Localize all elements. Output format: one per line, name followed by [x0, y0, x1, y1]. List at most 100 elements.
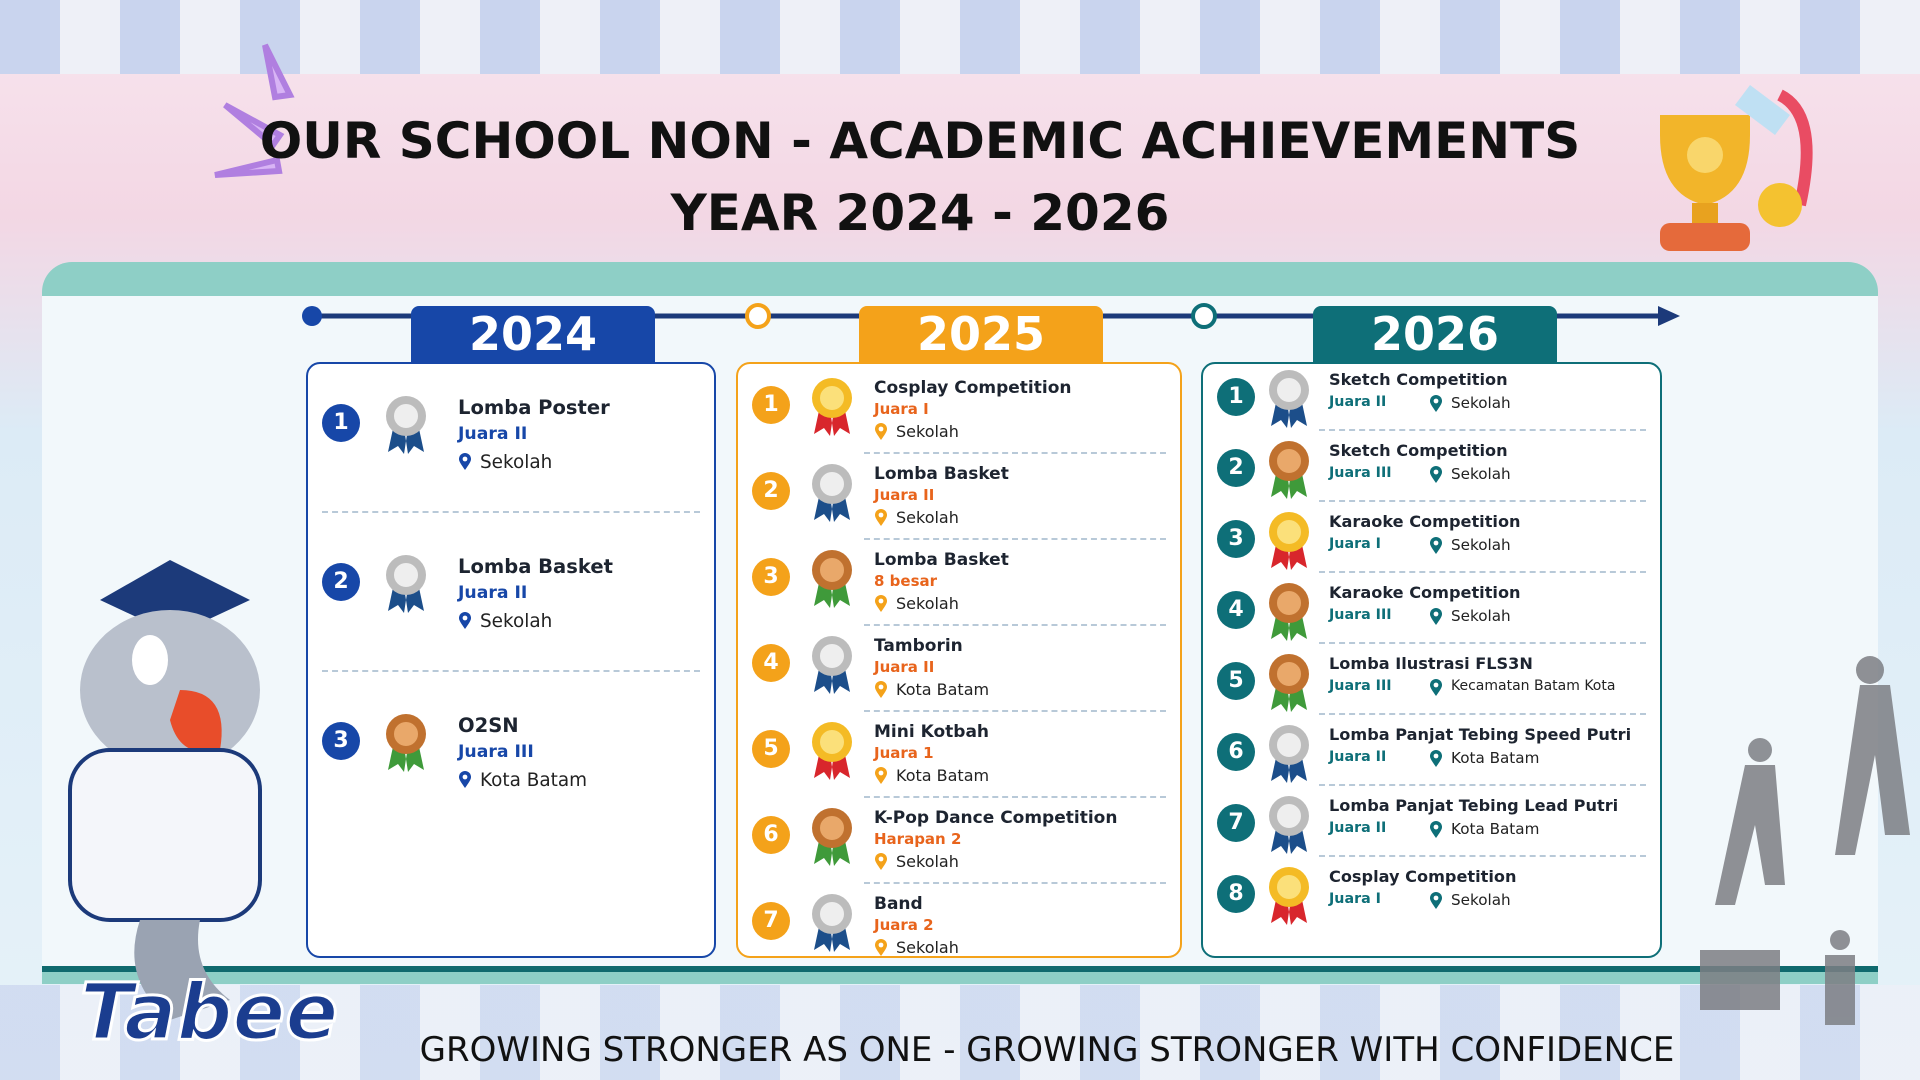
separator [1319, 642, 1646, 644]
rank-badge: 3 [322, 722, 360, 760]
medal-wrap [810, 376, 854, 442]
event-name: K-Pop Dance Competition [874, 808, 1118, 828]
pin-icon [875, 681, 887, 698]
location: Sekolah [874, 508, 959, 527]
separator [1319, 571, 1646, 573]
medal-wrap [384, 394, 428, 460]
location-text: Kecamatan Batam Kota [1451, 678, 1616, 694]
rank-badge: 2 [322, 563, 360, 601]
location: Kecamatan Batam Kota [1429, 678, 1616, 696]
location-text: Sekolah [896, 938, 959, 957]
pin-icon [459, 612, 471, 629]
separator [1319, 500, 1646, 502]
medal [812, 464, 852, 522]
rank-badge: 1 [1217, 378, 1255, 416]
location: Kota Batam [874, 766, 989, 785]
medal-wrap [810, 892, 854, 958]
medal-wrap [810, 548, 854, 614]
top-stripes [0, 0, 1920, 74]
location-text: Sekolah [896, 594, 959, 613]
location: Sekolah [1429, 394, 1511, 412]
achievement-item: 1 Cosplay Competition Juara I Sekolah [738, 378, 1180, 470]
event-name: Mini Kotbah [874, 722, 990, 742]
event-name: Band [874, 894, 923, 914]
pin-icon [875, 423, 887, 440]
separator [864, 710, 1166, 712]
location-text: Sekolah [1451, 536, 1511, 554]
award: Harapan 2 [874, 830, 962, 848]
event-name: Lomba Basket [458, 555, 613, 578]
award: Juara I [1329, 891, 1381, 907]
achievement-item: 3 O2SN Juara III Kota Batam [308, 714, 714, 879]
event-name: Lomba Basket [874, 464, 1009, 484]
rank-badge: 3 [752, 558, 790, 596]
trophy-decoration [1660, 85, 1813, 251]
mascot [68, 560, 262, 1020]
location-text: Sekolah [1451, 607, 1511, 625]
rank-badge: 4 [1217, 591, 1255, 629]
medal-wrap [1267, 581, 1311, 647]
achievement-item: 2 Lomba Basket Juara II Sekolah [308, 555, 714, 720]
medal-wrap [1267, 652, 1311, 718]
medal [386, 555, 426, 613]
location: Sekolah [458, 452, 552, 473]
award: Juara II [1329, 394, 1387, 410]
rank-badge: 4 [752, 644, 790, 682]
award: Juara II [874, 486, 935, 504]
medal-wrap [810, 462, 854, 528]
achievement-item: 3 Lomba Basket 8 besar Sekolah [738, 550, 1180, 642]
medal-wrap [1267, 439, 1311, 505]
pin-icon [1430, 679, 1442, 696]
award: Juara III [458, 742, 534, 762]
medal [1269, 441, 1309, 499]
award: Juara II [1329, 820, 1387, 836]
silhouettes [1700, 656, 1910, 1025]
event-name: Sketch Competition [1329, 441, 1508, 460]
rank-badge: 6 [1217, 733, 1255, 771]
location: Sekolah [458, 611, 552, 632]
medal [1269, 370, 1309, 428]
location: Sekolah [874, 594, 959, 613]
medal-wrap [1267, 865, 1311, 931]
award: Juara II [1329, 749, 1387, 765]
pin-icon [875, 509, 887, 526]
medal [1269, 725, 1309, 783]
rank-badge: 1 [322, 404, 360, 442]
location-text: Kota Batam [1451, 820, 1540, 838]
achievement-item: 7 Band Juara 2 Sekolah [738, 894, 1180, 986]
pin-icon [875, 939, 887, 956]
separator [864, 538, 1166, 540]
award: Juara 1 [874, 744, 934, 762]
pin-icon [875, 853, 887, 870]
location-text: Sekolah [896, 508, 959, 527]
location-text: Sekolah [1451, 891, 1511, 909]
location: Sekolah [874, 852, 959, 871]
pin-icon [1430, 537, 1442, 554]
title: OUR SCHOOL NON - ACADEMIC ACHIEVEMENTS [259, 112, 1581, 170]
medal [1269, 867, 1309, 925]
award: Juara II [458, 424, 528, 444]
location-text: Sekolah [896, 852, 959, 871]
separator [864, 796, 1166, 798]
award: Juara III [1329, 607, 1392, 623]
rank-badge: 2 [1217, 449, 1255, 487]
year-tab: 2026 [1313, 306, 1557, 374]
separator [1319, 429, 1646, 431]
pin-icon [1430, 821, 1442, 838]
achievement-item: 2 Sketch Competition Juara III Sekolah [1203, 441, 1660, 518]
medal [812, 722, 852, 780]
medal-wrap [810, 806, 854, 872]
achievement-item: 1 Sketch Competition Juara II Sekolah [1203, 370, 1660, 447]
achievement-item: 6 Lomba Panjat Tebing Speed Putri Juara II… [1203, 725, 1660, 802]
location-text: Kota Batam [896, 766, 990, 785]
event-name: Karaoke Competition [1329, 583, 1521, 602]
location-text: Sekolah [480, 611, 553, 632]
achievement-item: 2 Lomba Basket Juara II Sekolah [738, 464, 1180, 556]
medal-wrap [384, 553, 428, 619]
location: Sekolah [1429, 607, 1511, 625]
location-text: Kota Batam [896, 680, 990, 699]
rank-badge: 8 [1217, 875, 1255, 913]
separator [322, 511, 700, 513]
award: Juara II [874, 658, 935, 676]
